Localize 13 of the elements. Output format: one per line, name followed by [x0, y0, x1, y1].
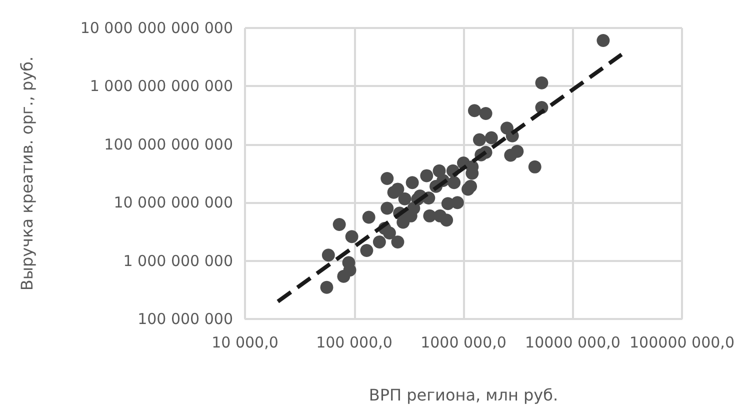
x-axis-title: ВРП региона, млн руб.: [368, 386, 558, 404]
x-tick-label: 10000 000,0: [525, 334, 620, 352]
y-tick-label: 100 000 000: [138, 310, 233, 328]
x-tick-label: 100000 000,0: [630, 334, 734, 352]
y-tick-label: 10 000 000 000: [114, 194, 233, 212]
y-tick-label: 1 000 000 000 000: [90, 77, 233, 96]
x-tick-label: 10 000,0: [212, 334, 278, 352]
x-tick-label: 100 000,0: [316, 334, 392, 352]
y-tick-label: 10 000 000 000 000: [80, 19, 233, 37]
y-tick-label: 100 000 000 000: [104, 135, 233, 154]
y-tick-label: 1 000 000 000: [123, 252, 233, 270]
y-axis-title: Выручка креатив. орг., руб.: [18, 56, 36, 291]
x-tick-label: 1000 000,0: [420, 334, 506, 352]
